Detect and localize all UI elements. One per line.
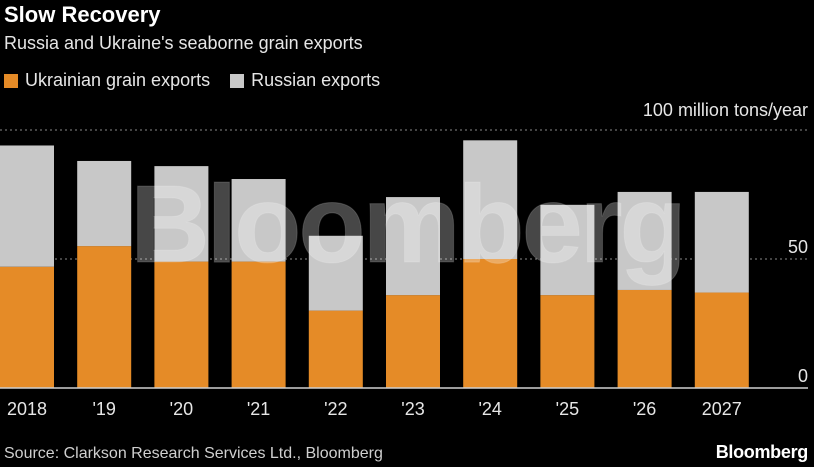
x-tick-label: '24 <box>478 399 501 419</box>
x-tick-label: '26 <box>633 399 656 419</box>
x-tick-label: '20 <box>170 399 193 419</box>
bar-ukraine-2 <box>154 261 209 388</box>
legend-item-ukraine: Ukrainian grain exports <box>4 70 210 91</box>
y-tick-label: 50 <box>788 237 808 257</box>
x-tick-label: '19 <box>92 399 115 419</box>
watermark: Bloomberg <box>130 163 684 286</box>
bar-russia-7 <box>540 204 595 296</box>
bar-ukraine-3 <box>231 261 286 388</box>
bar-russia-3 <box>231 179 286 262</box>
x-tick-label: '25 <box>556 399 579 419</box>
bar-russia-2 <box>154 166 209 262</box>
legend-swatch-russia <box>230 73 245 88</box>
bar-ukraine-8 <box>617 289 672 388</box>
x-tick-label: '21 <box>247 399 270 419</box>
legend-item-russia: Russian exports <box>230 70 380 91</box>
bar-ukraine-0 <box>0 266 54 388</box>
bar-russia-5 <box>386 197 440 296</box>
legend-label-ukraine: Ukrainian grain exports <box>25 70 211 90</box>
bloomberg-logo: Bloomberg <box>715 442 809 462</box>
bar-russia-9 <box>694 191 749 293</box>
x-tick-label: 2027 <box>702 399 742 419</box>
y-axis-unit-label: 100 million tons/year <box>642 100 808 120</box>
bar-ukraine-4 <box>308 310 363 388</box>
x-tick-label: '23 <box>401 399 424 419</box>
legend: Ukrainian grain exports Russian exports <box>4 70 380 91</box>
legend-label-russia: Russian exports <box>251 70 381 90</box>
bar-ukraine-9 <box>694 292 749 388</box>
bar-ukraine-1 <box>77 246 132 388</box>
bar-ukraine-5 <box>386 295 440 388</box>
x-tick-label: '22 <box>324 399 347 419</box>
bar-russia-1 <box>77 160 132 247</box>
bar-russia-4 <box>308 235 363 311</box>
bar-russia-6 <box>463 140 518 259</box>
bar-ukraine-6 <box>463 259 518 388</box>
bar-russia-0 <box>0 145 54 267</box>
chart-title: Slow Recovery <box>4 2 161 27</box>
source-note: Source: Clarkson Research Services Ltd.,… <box>4 445 383 462</box>
x-tick-label: 2018 <box>7 399 47 419</box>
y-tick-label: 0 <box>798 366 808 386</box>
legend-swatch-ukraine <box>4 73 18 88</box>
bar-russia-8 <box>617 191 672 290</box>
bar-ukraine-7 <box>540 295 595 388</box>
chart-subtitle: Russia and Ukraine's seaborne grain expo… <box>4 33 363 53</box>
